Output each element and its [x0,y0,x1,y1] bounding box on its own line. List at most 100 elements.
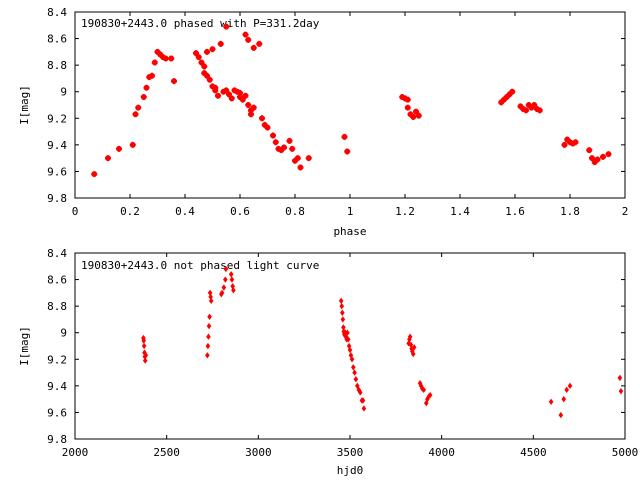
data-point [340,316,346,323]
data-point [605,151,612,158]
data-point [421,386,426,394]
phased-plot-x-tick-label: 0 [72,205,79,218]
data-point [141,342,147,350]
data-point [536,107,543,114]
data-point [229,276,235,283]
data-point [256,40,263,47]
data-point [157,51,164,58]
data-point [234,88,241,95]
data-point [561,395,567,403]
phased-plot-y-tick-label: 9.8 [47,192,67,205]
data-point [569,140,576,147]
unphased-plot-x-tick-label: 4500 [520,446,547,459]
phased-plot-x-tick-label: 0.4 [175,205,195,218]
data-point [206,333,211,340]
data-point [289,145,296,152]
phased-plot-y-tick-label: 8.6 [47,33,67,46]
unphased-plot-xlabel: hjd0 [337,464,364,477]
data-point [215,92,221,99]
data-point [143,352,149,359]
data-point [523,107,529,114]
data-point [294,155,301,162]
data-point [340,309,345,316]
unphased-plot-x-tick-label: 4000 [428,446,455,459]
data-point [205,342,211,350]
data-point [509,88,516,95]
data-point [219,289,225,297]
data-point [407,333,413,340]
data-point [617,374,623,382]
phased-plot-x-tick-label: 1.8 [560,205,580,218]
unphased-plot-x-tick-label: 2500 [153,446,180,459]
unphased-plot-points [141,265,624,419]
data-point [351,364,356,371]
data-point [264,124,271,131]
unphased-plot-y-tick-label: 8.6 [47,274,67,287]
data-point [586,147,593,154]
unphased-plot-y-tick-label: 8.4 [47,247,67,260]
data-point [261,121,268,128]
unphased-plot: 190830+2443.0 not phased light curve hjd… [18,247,638,477]
data-point [399,94,406,101]
data-point [411,344,417,351]
data-point [564,136,571,143]
data-point [168,55,175,62]
data-point [534,105,540,112]
data-point [278,147,285,154]
data-point [528,104,535,111]
data-point [338,297,344,305]
data-point [618,387,624,395]
data-point [517,103,524,110]
data-point [248,111,254,118]
data-point [129,141,136,148]
data-point [520,105,527,112]
data-point [201,63,208,70]
data-point [206,322,212,330]
unphased-plot-y-tick-label: 9.8 [47,433,67,446]
data-point [360,397,366,404]
phased-plot-y-tick-label: 9.4 [47,139,67,152]
data-point [567,139,573,146]
data-point [594,156,601,163]
data-point [198,59,205,66]
data-point [357,389,363,396]
phased-plot-x-tick-label: 1 [347,205,354,218]
unphased-plot-y-tick-label: 9.2 [47,353,67,366]
phased-plot-y-ticks: 8.4 8.6 8.8 9 9.2 9.4 9.6 9.8 [47,6,625,205]
phased-plot-x-tick-label: 2 [622,205,629,218]
data-point [201,70,208,77]
data-point [143,84,150,91]
phased-plot-x-ticks: 0 0.2 0.4 0.6 0.8 1 1.2 1.4 1.6 1.8 2 [72,12,629,218]
phased-plot-x-tick-label: 1.4 [450,205,470,218]
data-point [413,108,419,115]
data-point [347,346,353,354]
data-point [223,276,228,283]
data-point [572,139,579,146]
phased-plot-y-tick-label: 9.2 [47,112,67,125]
data-point [589,155,595,162]
data-point [116,145,122,152]
unphased-plot-y-tick-label: 8.8 [47,300,67,313]
data-point [355,382,360,390]
data-point [361,405,367,412]
unphased-plot-x-tick-label: 3500 [337,446,364,459]
data-point [231,287,236,294]
data-point [220,88,227,95]
phased-plot-points [91,23,612,178]
data-point [259,115,265,122]
data-point [245,36,252,43]
phased-plot-x-tick-label: 1.6 [505,205,525,218]
data-point [195,54,202,61]
data-point [140,94,147,101]
phased-plot-xlabel: phase [333,225,366,238]
data-point [146,74,153,81]
data-point [209,83,216,90]
data-point [292,157,298,164]
data-point [208,297,214,305]
data-point [162,55,169,62]
data-point [402,95,408,102]
data-point [531,102,538,108]
data-point [404,104,411,111]
unphased-plot-x-tick-label: 3000 [245,446,272,459]
